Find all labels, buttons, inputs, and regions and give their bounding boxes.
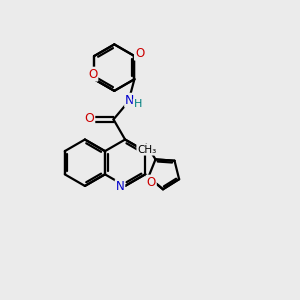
Text: O: O [135,47,144,60]
Text: O: O [88,68,98,81]
Text: H: H [134,100,142,110]
Text: N: N [116,180,124,193]
Text: N: N [125,94,134,107]
Text: CH₃: CH₃ [137,145,157,155]
Text: O: O [84,112,94,124]
Text: O: O [147,176,156,189]
